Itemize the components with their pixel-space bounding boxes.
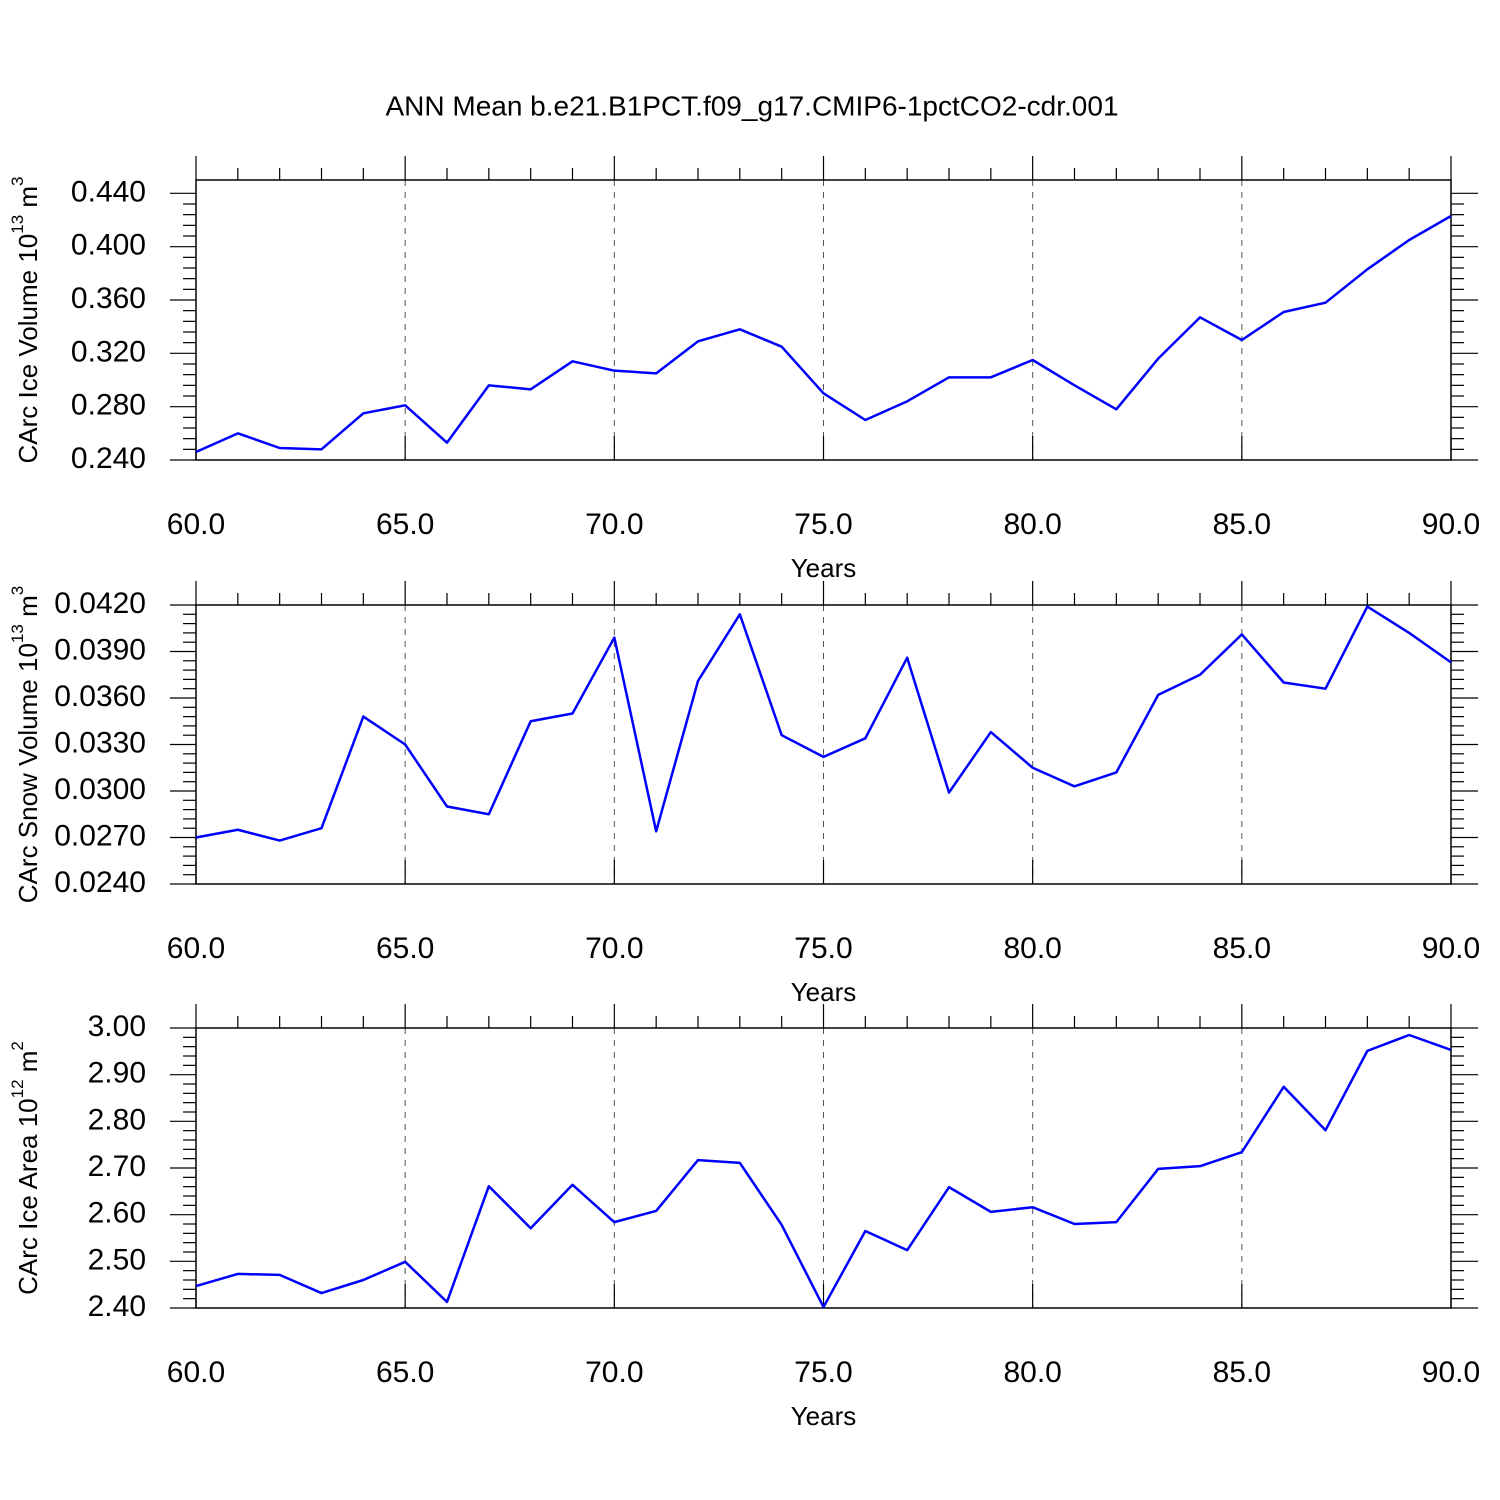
y-axis-title: CArc Ice Area 1012 m2 [8, 1041, 42, 1295]
y-axis-title: CArc Snow Volume 1013 m3 [8, 586, 42, 903]
x-tick-label: 90.0 [1422, 508, 1480, 541]
data-line [195, 605, 1452, 842]
y-tick-label: 0.0330 [54, 726, 146, 759]
y-axis-title-text: CArc Ice Volume 10 [13, 234, 43, 464]
y-axis-title: CArc Ice Volume 1013 m3 [8, 176, 42, 463]
x-axis-title: Years [791, 553, 857, 583]
y-tick-label: 0.440 [71, 175, 146, 208]
plot-frame [195, 179, 1452, 461]
y-axis-title-text: CArc Snow Volume 10 [13, 643, 43, 903]
x-tick-label: 60.0 [167, 1356, 225, 1389]
y-tick-label: 2.80 [88, 1103, 146, 1136]
x-tick-label: 90.0 [1422, 1356, 1480, 1389]
y-axis-title-unit-power: 3 [8, 586, 27, 595]
x-tick-label: 80.0 [1003, 932, 1061, 965]
y-axis-title-text: CArc Ice Area 10 [13, 1098, 43, 1295]
y-tick-label: 2.60 [88, 1197, 146, 1230]
x-tick-label: 85.0 [1213, 1356, 1271, 1389]
y-tick-label: 3.00 [88, 1010, 146, 1043]
x-tick-label: 60.0 [167, 508, 225, 541]
y-axis-title-unit: m [13, 1051, 43, 1080]
y-tick-label: 2.50 [88, 1243, 146, 1276]
y-tick-label: 2.40 [88, 1290, 146, 1323]
x-tick-label: 80.0 [1003, 508, 1061, 541]
y-axis-title-power: 12 [8, 1079, 27, 1098]
x-tick-label: 80.0 [1003, 1356, 1061, 1389]
x-tick-label: 75.0 [794, 932, 852, 965]
y-axis-title-power: 13 [8, 215, 27, 234]
data-line [195, 214, 1452, 454]
y-tick-label: 0.0360 [54, 680, 146, 713]
y-tick-label: 0.0270 [54, 819, 146, 852]
y-tick-label: 0.280 [71, 389, 146, 422]
y-tick-label: 0.0300 [54, 773, 146, 806]
y-axis-title-power: 13 [8, 624, 27, 643]
y-axis-title-unit: m [13, 186, 43, 215]
x-axis-title: Years [791, 977, 857, 1007]
x-tick-label: 70.0 [585, 508, 643, 541]
x-tick-label: 85.0 [1213, 932, 1271, 965]
x-tick-label: 75.0 [794, 1356, 852, 1389]
x-axis-title: Years [791, 1401, 857, 1431]
y-tick-label: 0.0420 [54, 587, 146, 620]
chart-title: ANN Mean b.e21.B1PCT.f09_g17.CMIP6-1pctC… [385, 90, 1118, 121]
y-tick-label: 0.240 [71, 442, 146, 475]
x-tick-label: 70.0 [585, 1356, 643, 1389]
y-axis-title-unit-power: 3 [8, 176, 27, 185]
x-tick-label: 60.0 [167, 932, 225, 965]
x-tick-label: 70.0 [585, 932, 643, 965]
y-tick-label: 0.0390 [54, 633, 146, 666]
y-axis-title-unit: m [13, 595, 43, 624]
y-tick-label: 0.0240 [54, 866, 146, 899]
x-tick-label: 90.0 [1422, 932, 1480, 965]
y-tick-label: 0.360 [71, 282, 146, 315]
x-tick-label: 65.0 [376, 932, 434, 965]
y-tick-label: 0.400 [71, 229, 146, 262]
x-tick-label: 65.0 [376, 1356, 434, 1389]
y-tick-label: 2.70 [88, 1150, 146, 1183]
x-tick-label: 85.0 [1213, 508, 1271, 541]
x-tick-label: 75.0 [794, 508, 852, 541]
y-tick-label: 0.320 [71, 335, 146, 368]
y-tick-label: 2.90 [88, 1057, 146, 1090]
y-axis-title-unit-power: 2 [8, 1041, 27, 1050]
data-line [195, 1033, 1452, 1309]
x-tick-label: 65.0 [376, 508, 434, 541]
plot-frame [195, 604, 1452, 885]
